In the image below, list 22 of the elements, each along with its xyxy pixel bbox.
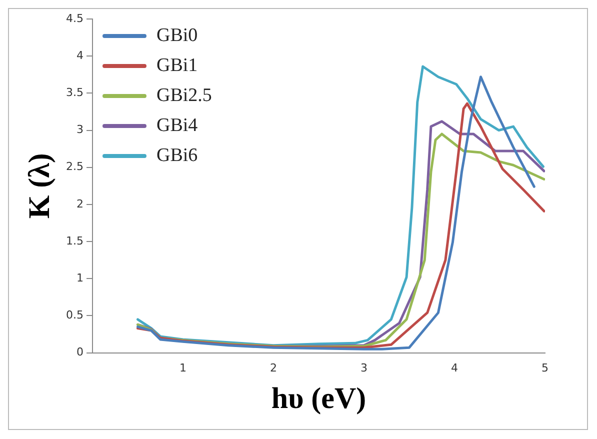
- y-tick-label: 2: [76, 197, 84, 210]
- y-tick-label: 3: [76, 123, 84, 136]
- y-tick-label: 0: [76, 346, 84, 359]
- x-tick-label: 3: [360, 361, 368, 374]
- y-tick-label: 3.5: [66, 86, 84, 100]
- y-tick-label: 4: [76, 48, 84, 62]
- legend-label: GBi0: [156, 24, 198, 46]
- y-axis-title: K (λ): [22, 153, 56, 219]
- y-tick-label: 1: [76, 271, 84, 284]
- y-tick-label: 2.5: [66, 160, 84, 174]
- y-tick-label: 4.5: [66, 12, 84, 25]
- legend-label: GBi1: [156, 54, 198, 76]
- legend-label: GBi4: [156, 114, 198, 136]
- x-tick-label: 4: [451, 361, 458, 374]
- legend-label: GBi2.5: [156, 84, 212, 106]
- y-tick-label: 0.5: [66, 308, 84, 322]
- y-tick-label: 1.5: [66, 234, 84, 248]
- legend-label: GBi6: [156, 144, 198, 166]
- x-tick-label: 5: [542, 361, 548, 374]
- x-axis-title: hυ (eV): [271, 382, 366, 415]
- x-tick-label: 1: [179, 361, 186, 374]
- x-tick-label: 2: [270, 361, 277, 374]
